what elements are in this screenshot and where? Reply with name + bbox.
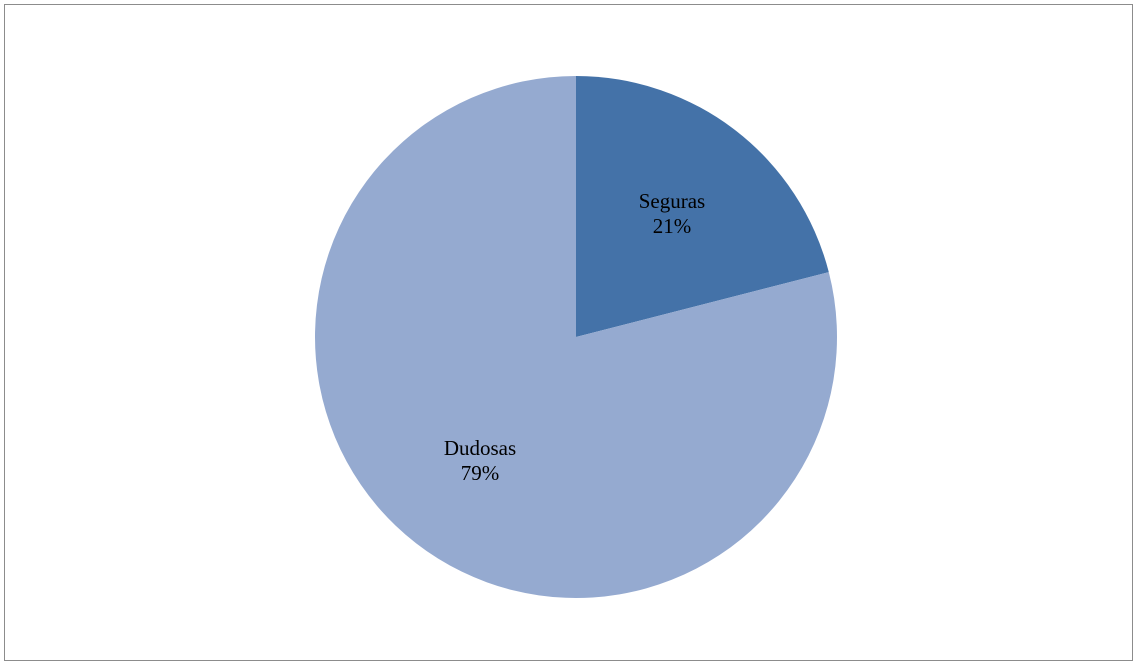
slice-name-label: Dudosas — [444, 436, 516, 460]
pie-slice-seguras — [576, 76, 829, 337]
slice-name-label: Seguras — [639, 189, 706, 213]
slice-percent-label: 21% — [653, 214, 692, 238]
slice-percent-label: 79% — [461, 461, 500, 485]
chart-area: Seguras 21% Dudosas 79% — [4, 4, 1133, 661]
pie-slice-dudosas — [315, 76, 838, 598]
pie-slices — [315, 76, 838, 598]
